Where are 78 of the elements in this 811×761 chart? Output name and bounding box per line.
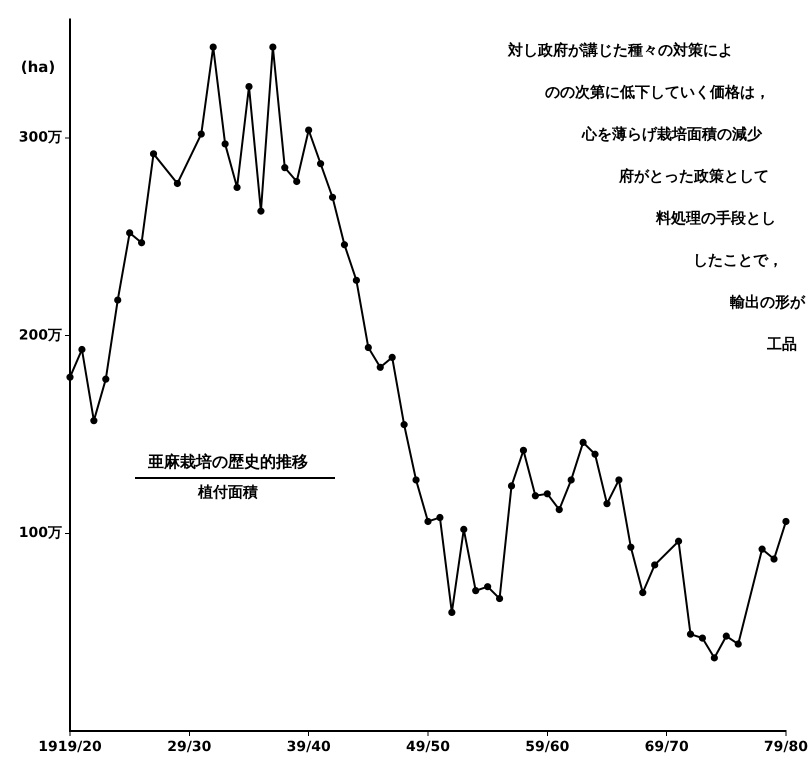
- point: [364, 344, 372, 352]
- point: [78, 346, 86, 354]
- annotation: 工品: [766, 334, 797, 353]
- point: [532, 492, 539, 500]
- point: [174, 180, 181, 188]
- point: [114, 296, 122, 304]
- point: [496, 594, 504, 602]
- point: [138, 239, 146, 246]
- point: [328, 194, 336, 201]
- point: [269, 43, 276, 51]
- point: [293, 178, 300, 186]
- point: [436, 514, 444, 522]
- x-tick-label: 39/40: [286, 739, 331, 756]
- y-tick-label: 300万: [18, 130, 62, 146]
- point: [66, 374, 74, 381]
- point: [400, 421, 408, 428]
- annotation: のの次第に低下していく価格は，: [545, 82, 770, 101]
- point: [424, 518, 432, 526]
- point: [460, 526, 468, 533]
- x-tick-label: 29/30: [167, 739, 212, 756]
- point: [102, 376, 110, 383]
- point: [198, 130, 205, 138]
- point: [698, 634, 706, 642]
- point: [376, 364, 384, 371]
- annotation: したことで，: [693, 250, 783, 269]
- point: [412, 476, 420, 484]
- point: [639, 589, 646, 596]
- point: [90, 417, 98, 424]
- point: [281, 164, 288, 172]
- point: [580, 438, 587, 446]
- point: [782, 518, 790, 526]
- point: [316, 160, 324, 168]
- point: [651, 561, 658, 569]
- point: [603, 500, 611, 508]
- point: [245, 83, 253, 90]
- y-tick-label: 100万: [18, 524, 62, 541]
- y-tick-label: 200万: [18, 327, 62, 344]
- point: [150, 150, 158, 158]
- point: [352, 276, 360, 284]
- point: [758, 546, 766, 553]
- x-tick-label: 59/60: [525, 739, 570, 756]
- point: [126, 229, 134, 236]
- point: [544, 490, 551, 498]
- point: [484, 583, 492, 590]
- annotation: 府がとった政策として: [618, 166, 769, 185]
- point: [305, 126, 312, 134]
- point: [233, 184, 241, 192]
- point: [222, 140, 229, 148]
- point: [520, 446, 528, 454]
- text: 亜麻栽培の歴史的推移: [147, 452, 308, 472]
- point: [556, 506, 563, 514]
- point: [257, 208, 265, 215]
- point: [340, 241, 348, 248]
- point: [722, 632, 730, 640]
- point: [210, 43, 217, 51]
- point: [508, 482, 516, 490]
- x-tick-label: 69/70: [644, 739, 689, 756]
- text: 植付面積: [197, 482, 258, 501]
- y-axis-title: (ha): [20, 58, 56, 76]
- point: [568, 476, 575, 484]
- point: [770, 555, 778, 563]
- point: [472, 587, 480, 594]
- annotation: 輸出の形が: [729, 292, 806, 311]
- x-tick-label: 49/50: [406, 739, 450, 756]
- point: [686, 630, 694, 638]
- annotation: 対し政府が講じた種々の対策によ: [507, 40, 733, 59]
- point: [674, 538, 682, 545]
- annotation: 料処理の手段とし: [655, 208, 776, 227]
- annotation: 心を薄らげ栽培面積の減少: [581, 124, 763, 143]
- point: [734, 640, 742, 648]
- point: [448, 608, 456, 616]
- x-tick-label: 79/80: [764, 739, 808, 756]
- point: [627, 544, 634, 551]
- point: [388, 354, 396, 362]
- point: [615, 476, 623, 484]
- point: [710, 654, 718, 662]
- point: [591, 450, 599, 458]
- x-tick-label: 1919/20: [38, 739, 102, 756]
